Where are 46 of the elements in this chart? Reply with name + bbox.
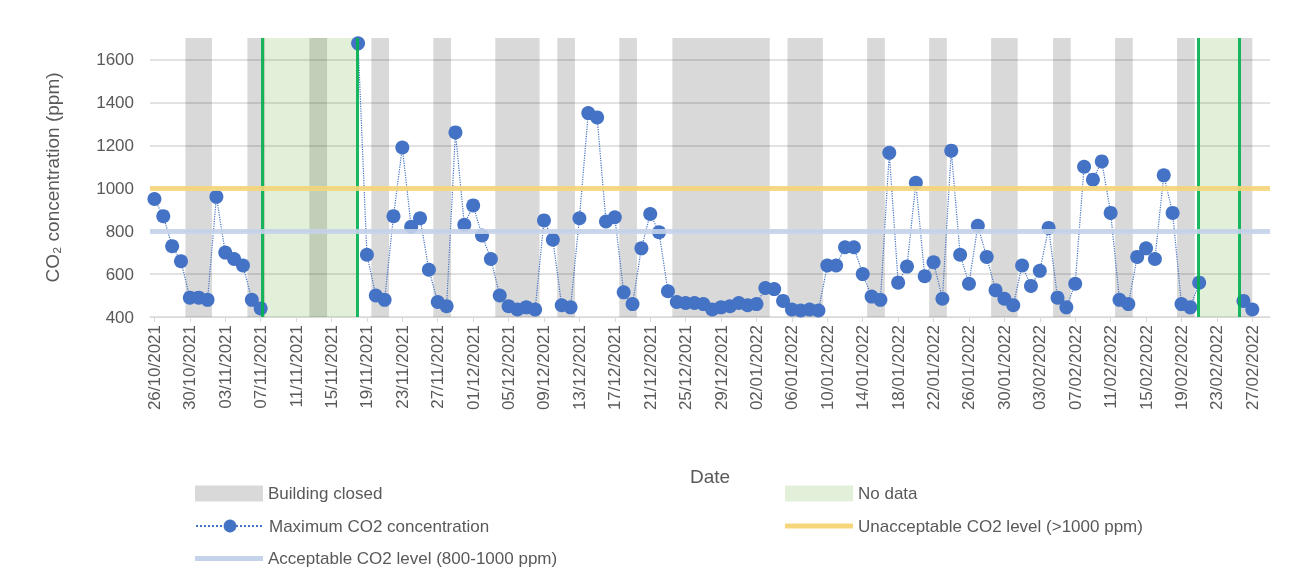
x-tick-label: 27/02/2022 (1242, 325, 1262, 411)
x-tick-label: 09/12/2021 (534, 325, 554, 411)
y-tick-label: 1000 (96, 178, 134, 198)
x-tick-label: 19/02/2022 (1171, 325, 1191, 411)
x-tick-label: 07/02/2022 (1065, 325, 1085, 411)
x-tick-label: 18/01/2022 (888, 325, 908, 411)
x-tick-label: 17/12/2021 (605, 325, 625, 411)
x-tick-label: 25/12/2021 (676, 325, 696, 411)
legend-label: Maximum CO2 concentration (269, 516, 490, 536)
x-tick-label: 30/01/2022 (994, 325, 1014, 411)
x-tick-label: 30/10/2021 (180, 325, 200, 411)
y-tick-label: 600 (105, 264, 134, 284)
x-tick-label: 29/12/2021 (711, 325, 731, 411)
y-tick-label: 1600 (96, 49, 134, 69)
x-tick-label: 03/02/2022 (1030, 325, 1050, 411)
legend-label: No data (858, 484, 919, 503)
x-tick-label: 01/12/2021 (463, 325, 483, 411)
x-tick-label: 10/01/2022 (817, 325, 837, 411)
x-tick-label: 27/11/2021 (428, 325, 448, 409)
x-tick-label: 13/12/2021 (569, 325, 589, 411)
x-tick-label: 23/11/2021 (392, 325, 412, 409)
legend-label: Unacceptable CO2 level (>1000 ppm) (858, 516, 1143, 536)
x-tick-label: 14/01/2022 (853, 325, 873, 411)
x-tick-label: 02/01/2022 (746, 325, 766, 411)
y-tick-label: 400 (105, 307, 134, 327)
x-tick-label: 11/11/2021 (286, 325, 306, 408)
x-tick-label: 06/01/2022 (782, 325, 802, 411)
x-tick-label: 23/02/2022 (1207, 325, 1227, 411)
x-tick-label: 07/11/2021 (251, 325, 271, 409)
x-tick-label: 11/02/2022 (1101, 325, 1121, 409)
x-axis-title: Date (689, 466, 731, 487)
y-axis-title: CO₂ concentration (ppm) (42, 72, 63, 283)
x-tick-label: 15/11/2021 (322, 325, 341, 409)
legend-label: Acceptable CO2 level (800-1000 ppm) (268, 549, 558, 568)
x-tick-label: 03/11/2021 (215, 325, 235, 409)
legend-label: Building closed (268, 484, 383, 503)
x-tick-label: 22/01/2022 (924, 325, 944, 411)
x-tick-label: 26/01/2022 (959, 325, 979, 411)
x-tick-label: 21/12/2021 (640, 325, 660, 411)
x-tick-label: 15/02/2022 (1136, 325, 1156, 411)
y-tick-label: 1400 (96, 92, 134, 112)
x-tick-label: 26/10/2021 (144, 325, 164, 411)
x-tick-label: 19/11/2021 (357, 325, 377, 409)
y-tick-label: 800 (105, 221, 134, 241)
x-tick-label: 05/12/2021 (499, 325, 519, 411)
y-tick-label: 1200 (96, 135, 134, 155)
